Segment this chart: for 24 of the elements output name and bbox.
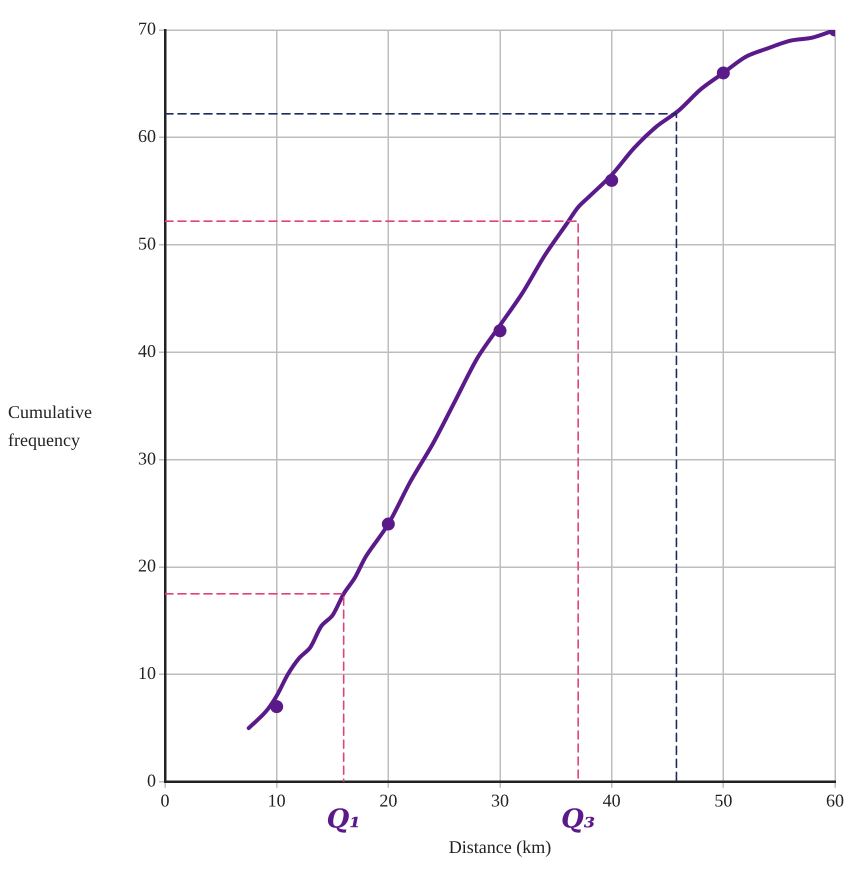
x-tick-label: 60 bbox=[826, 790, 844, 810]
point bbox=[605, 174, 618, 187]
x-tick-label: 20 bbox=[379, 790, 398, 810]
x-tick-label: 10 bbox=[268, 790, 286, 810]
y-axis-title: Cumulative frequency bbox=[8, 401, 92, 452]
y-tick-label: 50 bbox=[138, 234, 156, 254]
y-tick-label: 30 bbox=[138, 448, 156, 468]
y-tick-label: 20 bbox=[138, 556, 156, 576]
x-tick-label: 0 bbox=[160, 790, 170, 810]
point bbox=[270, 700, 284, 714]
y-tick-label: 0 bbox=[147, 770, 156, 791]
x-tick-label: 50 bbox=[714, 790, 732, 810]
y-tick-label: 40 bbox=[138, 340, 156, 361]
text: Q₁ bbox=[326, 804, 361, 835]
y-tick-label: 10 bbox=[138, 663, 156, 684]
x-tick-label: 40 bbox=[602, 790, 621, 810]
point bbox=[494, 324, 506, 338]
text: Q₃ bbox=[561, 804, 596, 835]
y-tick-label: 70 bbox=[138, 18, 156, 39]
x-axis-title: Distance (km) bbox=[448, 836, 552, 857]
x-tick-label: 30 bbox=[491, 790, 509, 810]
point bbox=[716, 66, 730, 80]
point bbox=[382, 518, 395, 531]
y-tick-label: 60 bbox=[138, 126, 156, 146]
